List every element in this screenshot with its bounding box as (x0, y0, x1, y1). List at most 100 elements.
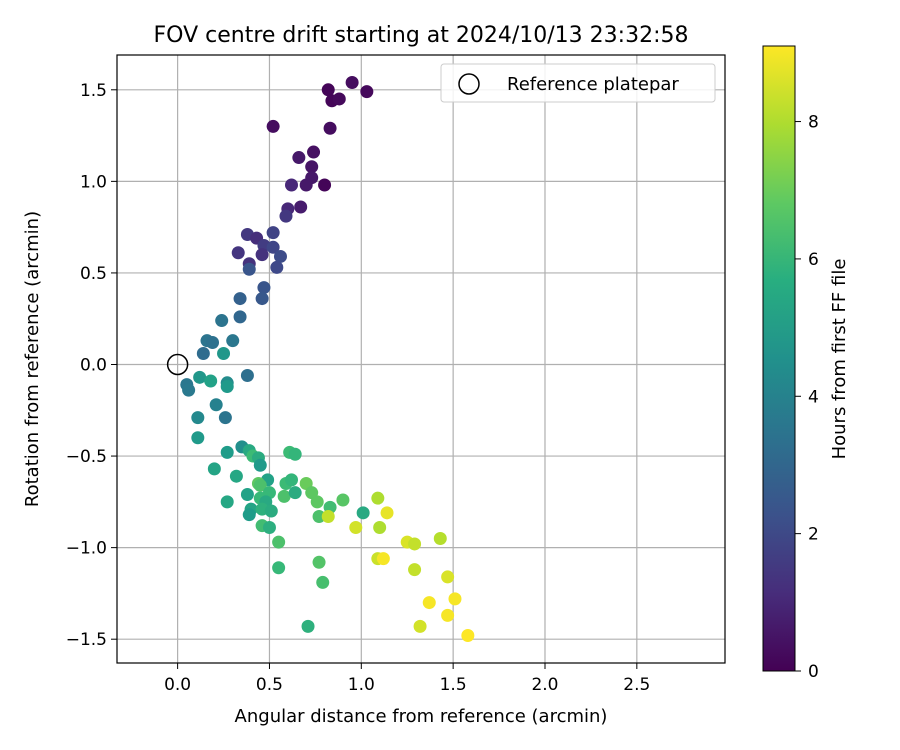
y-tick-label: 0.5 (80, 264, 107, 284)
data-point (371, 491, 385, 505)
data-point (220, 445, 234, 459)
x-tick-label: 2.0 (531, 675, 558, 695)
data-point (318, 178, 332, 192)
data-point (266, 119, 280, 133)
data-point (312, 509, 326, 523)
data-point (191, 411, 205, 425)
data-point (233, 310, 247, 324)
data-point (242, 262, 256, 276)
legend: Reference platepar (440, 63, 716, 103)
data-point (229, 469, 243, 483)
data-point (288, 486, 302, 500)
data-point (356, 506, 370, 520)
data-point (220, 379, 234, 393)
data-point (217, 347, 231, 361)
x-axis-label: Angular distance from reference (arcmin) (235, 706, 608, 727)
data-point (433, 531, 447, 545)
data-point (380, 506, 394, 520)
data-point (240, 488, 254, 502)
data-point (272, 535, 286, 549)
colorbar-tick-label: 6 (808, 250, 819, 270)
data-point (422, 596, 436, 610)
data-point (206, 336, 220, 350)
data-point (266, 226, 280, 240)
chart-title: FOV centre drift starting at 2024/10/13 … (154, 23, 689, 48)
y-axis-label: Rotation from reference (arcmin) (22, 211, 43, 507)
colorbar-ticks: 0 2 4 6 8 (795, 113, 819, 682)
data-point (441, 570, 455, 584)
data-point (196, 347, 210, 361)
y-tick-label: 1.0 (80, 172, 107, 192)
colorbar-label: Hours from first FF file (829, 259, 850, 460)
data-point (360, 85, 374, 99)
data-point (312, 555, 326, 569)
data-point (242, 508, 256, 522)
data-point (233, 292, 247, 306)
colorbar: 0 2 4 6 8 Hours from first FF file (762, 45, 850, 682)
data-points (180, 75, 475, 643)
data-point (279, 209, 293, 223)
data-point (292, 151, 306, 165)
x-tick-label: 2.5 (623, 675, 650, 695)
data-point (294, 200, 308, 214)
colorbar-tick-label: 2 (808, 525, 819, 545)
data-point (408, 563, 422, 577)
data-point (193, 370, 207, 384)
data-point (321, 83, 335, 97)
legend-box (440, 63, 716, 103)
data-point (226, 334, 240, 348)
data-point (285, 473, 299, 487)
data-point (255, 248, 269, 262)
data-point (373, 520, 387, 534)
data-point (218, 411, 232, 425)
grid (117, 55, 725, 663)
data-point (272, 561, 286, 575)
plot-frame (116, 54, 726, 664)
data-point (257, 281, 271, 295)
data-point (376, 552, 390, 566)
data-point (253, 458, 267, 472)
y-tick-label: −1.5 (66, 630, 107, 650)
x-tick-label: 1.0 (348, 675, 375, 695)
y-tick-label: 0.0 (80, 355, 107, 375)
data-point (240, 368, 254, 382)
x-tick-label: 0.5 (256, 675, 283, 695)
data-point (255, 292, 269, 306)
data-point (264, 504, 278, 518)
data-point (413, 619, 427, 633)
data-point (191, 431, 205, 445)
data-point (215, 314, 229, 328)
data-point (310, 495, 324, 509)
data-point (332, 92, 346, 106)
y-tick-label: −1.0 (66, 539, 107, 559)
data-point (408, 537, 422, 551)
x-axis-ticks: 0.0 0.5 1.0 1.5 2.0 2.5 (164, 663, 650, 695)
colorbar-tick-label: 4 (808, 387, 819, 407)
data-point (182, 383, 196, 397)
data-point (441, 608, 455, 622)
data-point (277, 489, 291, 503)
data-point (448, 592, 462, 606)
data-point (207, 462, 221, 476)
y-axis-ticks: −1.5 −1.0 −0.5 0.0 0.5 1.0 1.5 (66, 81, 117, 650)
legend-marker-icon (458, 73, 480, 95)
data-point (323, 121, 337, 135)
y-tick-label: −0.5 (66, 447, 107, 467)
data-point (349, 520, 363, 534)
data-point (262, 520, 276, 534)
data-point (299, 178, 313, 192)
colorbar-tick-label: 0 (808, 662, 819, 682)
data-point (301, 619, 315, 633)
data-point (307, 145, 321, 159)
data-point (270, 260, 284, 274)
data-point (231, 246, 245, 260)
data-point (209, 398, 223, 412)
data-point (220, 495, 234, 509)
data-point (316, 575, 330, 589)
data-point (285, 178, 299, 192)
data-point (288, 447, 302, 461)
data-point (321, 509, 335, 523)
data-point (204, 374, 218, 388)
